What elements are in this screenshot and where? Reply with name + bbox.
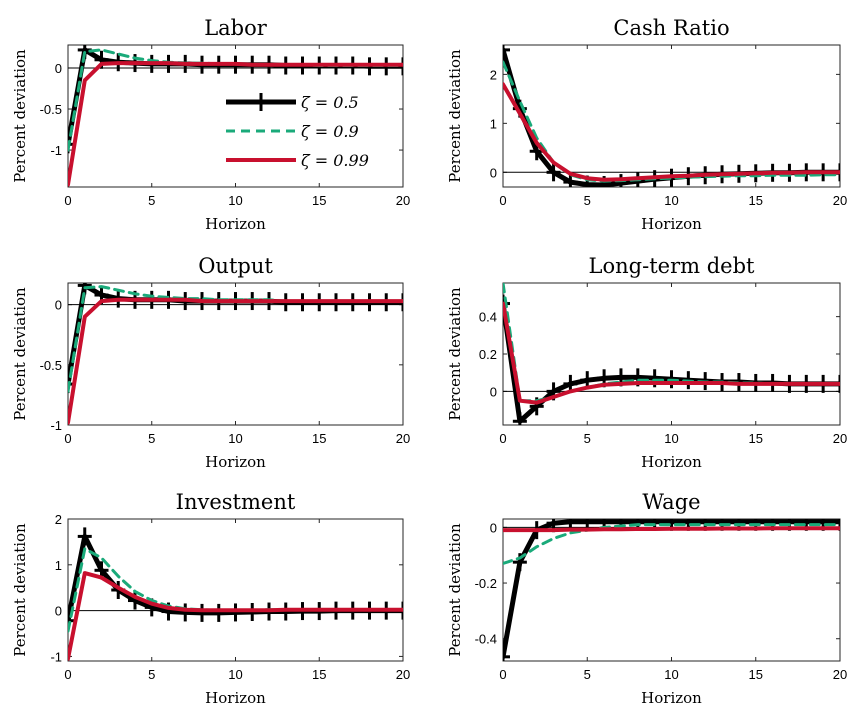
x-tick-label: 5 — [584, 193, 591, 208]
y-tick-label: -0.4 — [475, 632, 497, 647]
x-tick-label: 10 — [228, 667, 242, 682]
x-tick-label: 5 — [584, 667, 591, 682]
legend-item-0-99: ζ = 0.99 — [226, 151, 369, 170]
plot-area — [68, 527, 403, 661]
y-tick-label: 0 — [55, 604, 62, 619]
y-tick-label: -0.5 — [40, 358, 62, 373]
y-tick-label: 1 — [55, 558, 62, 573]
legend-label: ζ = 0.99 — [301, 151, 369, 170]
x-tick-label: 10 — [664, 667, 678, 682]
y-axis-label: Percent deviation — [11, 523, 29, 657]
y-tick-label: -1 — [50, 649, 62, 664]
panel-title: Investment — [176, 490, 296, 514]
panel-title: Cash Ratio — [613, 16, 729, 40]
y-axis-label: Percent deviation — [446, 523, 464, 657]
series-line-0-99 — [503, 82, 840, 182]
x-tick-label: 0 — [499, 431, 506, 446]
plot-area — [503, 45, 840, 187]
plot-area — [68, 283, 403, 425]
y-tick-label: 0 — [490, 165, 497, 180]
x-axis-label: Horizon — [205, 215, 266, 233]
panel-cash-ratio: 0 5 10 15 20 0 1 2 Cash Ratio Horizon Percent devi… — [446, 16, 847, 233]
x-tick-label: 20 — [396, 431, 410, 446]
x-tick-label: 15 — [312, 193, 326, 208]
legend-label: ζ = 0.5 — [301, 93, 359, 112]
y-axis-label: Percent deviation — [11, 287, 29, 421]
y-tick-label: -1 — [50, 418, 62, 433]
y-axis-label: Percent deviation — [11, 49, 29, 183]
legend-label: ζ = 0.9 — [301, 122, 359, 141]
x-tick-label: 15 — [312, 667, 326, 682]
x-tick-label: 5 — [148, 193, 155, 208]
series-line-0-99 — [68, 571, 403, 661]
series-line-0-5 — [503, 519, 840, 660]
y-tick-label: 0 — [55, 298, 62, 313]
series-line-0-9 — [503, 523, 840, 565]
x-axis-label: Horizon — [641, 689, 702, 707]
y-tick-label: 0 — [490, 520, 497, 535]
x-tick-label: 0 — [499, 193, 506, 208]
series-line-0-99 — [68, 297, 403, 425]
legend-item-0-9: ζ = 0.9 — [226, 122, 359, 141]
series-line-0-5 — [503, 301, 840, 424]
y-tick-label: 0 — [55, 61, 62, 76]
y-tick-label: -1 — [50, 143, 62, 158]
x-axis-label: Horizon — [641, 215, 702, 233]
y-tick-label: 0.2 — [479, 347, 497, 362]
x-tick-label: 0 — [499, 667, 506, 682]
series-line-0-99 — [68, 61, 403, 187]
x-axis-label: Horizon — [641, 453, 702, 471]
x-tick-label: 10 — [228, 193, 242, 208]
x-tick-label: 0 — [64, 193, 71, 208]
plot-area — [503, 519, 840, 661]
y-tick-label: 0 — [490, 384, 497, 399]
panel-wage: 0 5 10 15 20 -0.4 -0.2 0 Wage Horizon Percent devi… — [446, 490, 847, 707]
y-tick-label: 2 — [490, 67, 497, 82]
x-axis-label: Horizon — [205, 453, 266, 471]
x-tick-label: 15 — [749, 667, 763, 682]
x-tick-label: 0 — [64, 667, 71, 682]
panel-title: Output — [198, 254, 273, 278]
legend: ζ = 0.5 ζ = 0.9 ζ = 0.99 — [220, 88, 392, 180]
series-line-0-99 — [503, 526, 840, 533]
series-line-0-99 — [503, 301, 840, 405]
x-tick-label: 20 — [833, 667, 847, 682]
x-tick-label: 20 — [833, 431, 847, 446]
x-tick-label: 10 — [664, 193, 678, 208]
x-tick-label: 5 — [148, 667, 155, 682]
y-tick-label: 1 — [490, 116, 497, 131]
legend-item-0-5: ζ = 0.5 — [226, 93, 359, 112]
plot-area — [503, 283, 840, 425]
x-tick-label: 20 — [396, 193, 410, 208]
x-axis-label: Horizon — [205, 689, 266, 707]
y-tick-label: 0.4 — [479, 310, 497, 325]
y-tick-label: -0.5 — [40, 102, 62, 117]
panel-long-term-debt: 0 5 10 15 20 0 0.2 0.4 Long-term debt Horizon Perc… — [446, 254, 847, 471]
y-axis-label: Percent deviation — [446, 287, 464, 421]
plot-area — [68, 45, 403, 187]
panel-title: Wage — [642, 490, 700, 514]
x-tick-label: 5 — [584, 431, 591, 446]
x-tick-label: 0 — [64, 431, 71, 446]
x-tick-label: 20 — [396, 667, 410, 682]
y-tick-label: 2 — [55, 512, 62, 527]
axes-box — [502, 282, 841, 426]
panel-output: 0 5 10 15 20 -1 -0.5 0 Output Horizon Percent devi… — [11, 254, 410, 471]
x-tick-label: 15 — [312, 431, 326, 446]
x-tick-label: 15 — [749, 431, 763, 446]
y-axis-label: Percent deviation — [446, 49, 464, 183]
x-tick-label: 5 — [148, 431, 155, 446]
panel-labor: 0 5 10 15 20 -1 -0.5 0 Labor Horizon Percent devia… — [11, 16, 410, 233]
axes-box — [502, 518, 841, 662]
x-tick-label: 10 — [228, 431, 242, 446]
panel-title: Long-term debt — [589, 254, 755, 278]
x-tick-label: 10 — [664, 431, 678, 446]
y-tick-label: -0.2 — [475, 576, 497, 591]
panel-title: Labor — [204, 16, 268, 40]
x-tick-label: 15 — [749, 193, 763, 208]
x-tick-label: 20 — [833, 193, 847, 208]
